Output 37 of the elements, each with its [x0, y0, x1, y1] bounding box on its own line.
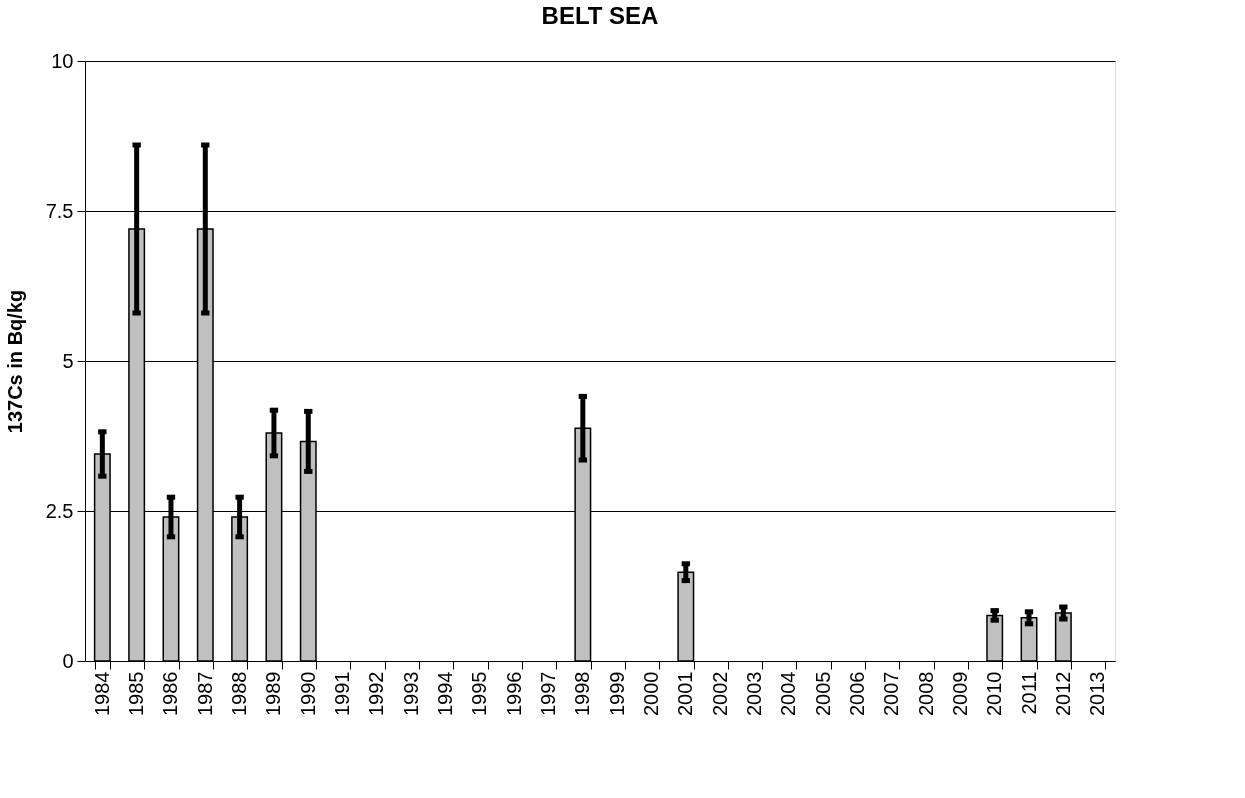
x-tick-label: 2005 — [811, 671, 834, 716]
y-tick-label: 5 — [62, 349, 74, 372]
y-tick-label: 10 — [51, 49, 74, 72]
x-tick-label: 2009 — [948, 671, 971, 716]
x-tick-label: 2003 — [742, 671, 765, 716]
x-tick-label: 1993 — [399, 671, 422, 716]
y-tick-label: 2.5 — [45, 499, 74, 522]
x-tick-label: 1990 — [296, 671, 319, 716]
x-tick-label: 1996 — [502, 671, 525, 716]
x-tick-label: 1985 — [125, 671, 148, 716]
x-tick-label: 1995 — [468, 671, 491, 716]
x-tick-label: 2006 — [845, 671, 868, 716]
x-tick-label: 1994 — [434, 671, 457, 716]
x-tick-label: 1997 — [537, 671, 560, 716]
x-tick-label: 2012 — [1051, 671, 1074, 716]
x-tick-label: 2010 — [983, 671, 1006, 716]
x-tick-label: 1986 — [159, 671, 182, 716]
x-tick-label: 1984 — [90, 671, 113, 716]
x-tick-label: 2007 — [880, 671, 903, 716]
x-tick-label: 1987 — [193, 671, 216, 716]
y-tick-label: 0 — [62, 649, 74, 672]
x-tick-label: 1992 — [365, 671, 388, 716]
x-tick-label: 2002 — [708, 671, 731, 716]
x-tick-label: 2000 — [639, 671, 662, 716]
x-tick-label: 1991 — [331, 671, 354, 716]
x-tick-label: 1989 — [262, 671, 285, 716]
x-tick-label: 1988 — [228, 671, 251, 716]
chart-title: BELT SEA — [541, 2, 659, 29]
x-tick-label: 2008 — [914, 671, 937, 716]
x-tick-label: 1999 — [605, 671, 628, 716]
x-tick-label: 1998 — [571, 671, 594, 716]
y-tick-label: 7.5 — [45, 199, 74, 222]
x-tick-label: 2004 — [777, 671, 800, 716]
x-tick-label: 2001 — [674, 671, 697, 716]
y-axis-title: 137Cs in Bq/kg — [3, 289, 26, 434]
x-tick-label: 2011 — [1017, 671, 1040, 715]
x-tick-label: 2013 — [1086, 671, 1109, 716]
